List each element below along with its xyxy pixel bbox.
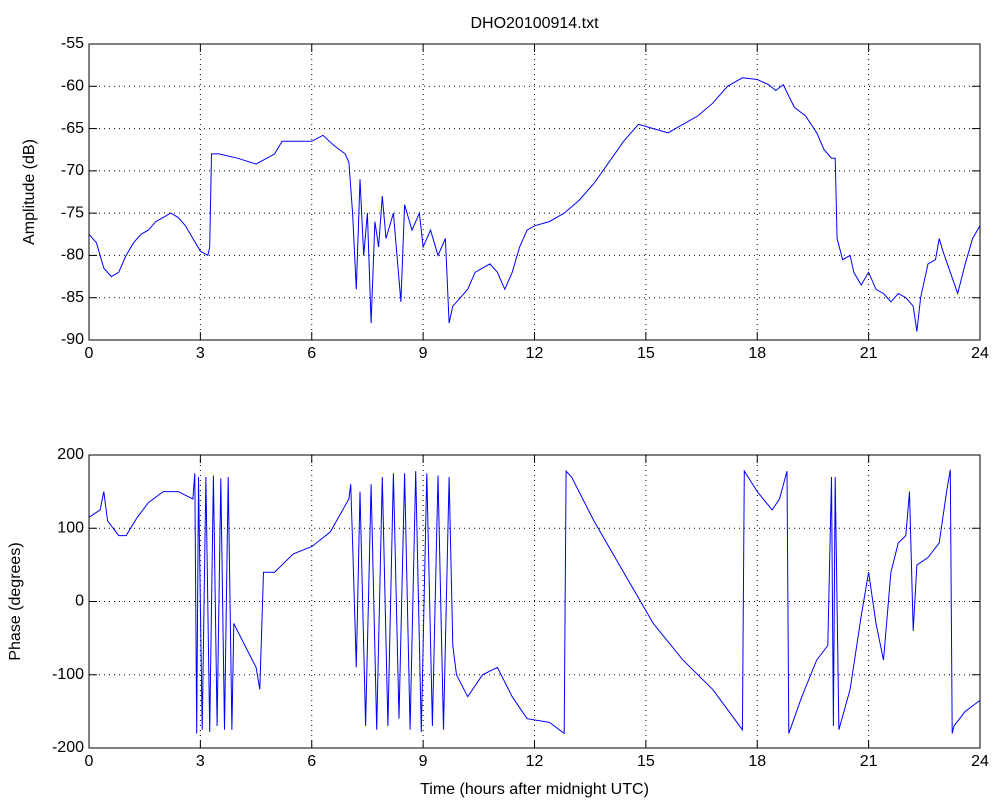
x-tick-label: 12 [526, 753, 544, 770]
y-axis-label: Amplitude (dB) [21, 139, 38, 245]
y-tick-label: -55 [61, 35, 84, 52]
x-tick-label: 15 [637, 753, 655, 770]
y-tick-label: -70 [61, 162, 84, 179]
x-tick-label: 18 [748, 345, 766, 362]
y-tick-label: -60 [61, 78, 84, 95]
chart-title: DHO20100914.txt [470, 15, 599, 32]
axes-box [88, 43, 981, 341]
y-tick-label: -65 [61, 120, 84, 137]
x-tick-label: 24 [971, 753, 989, 770]
x-tick-label: 9 [419, 345, 428, 362]
x-tick-label: 15 [637, 345, 655, 362]
x-tick-label: 9 [419, 753, 428, 770]
x-tick-label: 6 [307, 753, 316, 770]
y-axis-label: Phase (degrees) [7, 542, 24, 660]
y-tick-label: 100 [57, 519, 84, 536]
y-tick-label: -200 [52, 739, 84, 756]
y-tick-label: -90 [61, 331, 84, 348]
x-tick-label: 12 [526, 345, 544, 362]
x-tick-label: 24 [971, 345, 989, 362]
axes-box [88, 454, 981, 749]
x-tick-label: 21 [860, 345, 878, 362]
y-tick-label: -75 [61, 204, 84, 221]
x-tick-label: 6 [307, 345, 316, 362]
y-tick-label: -100 [52, 666, 84, 683]
x-axis-label: Time (hours after midnight UTC) [420, 781, 649, 798]
x-tick-label: 3 [196, 345, 205, 362]
x-tick-label: 18 [748, 753, 766, 770]
y-tick-label: 0 [75, 593, 84, 610]
y-tick-label: 200 [57, 446, 84, 463]
x-tick-label: 21 [860, 753, 878, 770]
data-line [88, 77, 981, 332]
x-tick-label: 0 [85, 753, 94, 770]
y-tick-label: -85 [61, 289, 84, 306]
x-tick-label: 3 [196, 753, 205, 770]
x-tick-label: 0 [85, 345, 94, 362]
y-tick-label: -80 [61, 247, 84, 264]
data-line [88, 469, 981, 735]
